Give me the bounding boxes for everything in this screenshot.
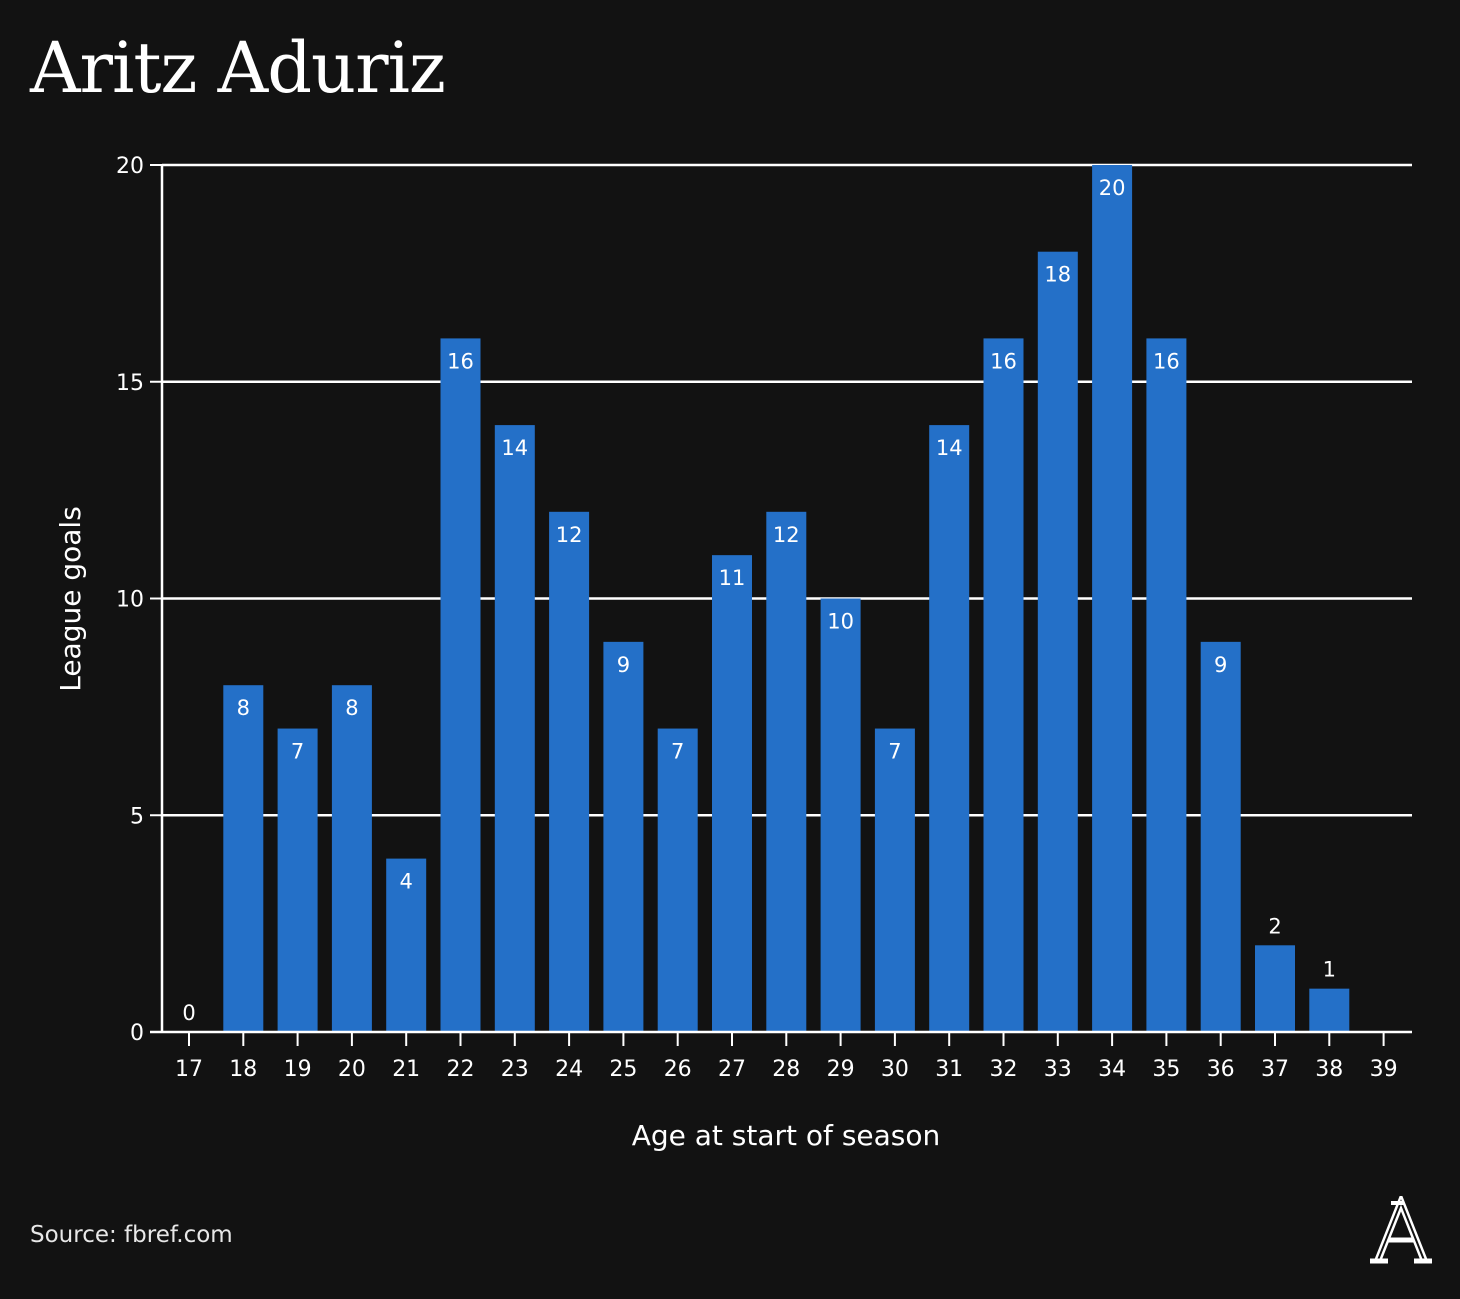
x-tick-labels: 17 18 19 20 21 22 23 24 25 26 27 28 29 30 31 32 33 34 35 36… [175,1057,1398,1082]
bar-value-label: 0 [182,1001,195,1025]
x-tick-label: 39 [1370,1057,1398,1082]
bar-value-label: 16 [1153,349,1180,373]
bar [929,425,970,1033]
bar-value-label: 7 [291,740,304,764]
bar-value-label: 14 [936,436,963,460]
x-tick-label: 21 [392,1057,420,1082]
x-tick-label: 34 [1098,1057,1126,1082]
x-tick-label: 32 [990,1057,1018,1082]
y-tick-labels: 0 5 10 15 20 [116,154,144,1046]
bars [223,165,1350,1033]
x-tick-label: 20 [338,1057,366,1082]
bar [657,728,698,1032]
x-tick-label: 33 [1044,1057,1072,1082]
bar [1092,165,1133,1032]
x-tick-label: 19 [284,1057,312,1082]
bar-value-label: 9 [1214,653,1227,677]
bar [1200,641,1241,1032]
x-tick-label: 30 [881,1057,909,1082]
bar [874,728,915,1032]
axes [150,164,1412,1046]
x-tick-label: 28 [772,1057,800,1082]
bar [440,338,481,1032]
x-tick-label: 36 [1207,1057,1235,1082]
bar [603,641,644,1032]
bar-value-label: 8 [345,696,358,720]
bar [331,685,372,1032]
source-note: Source: fbref.com [30,1222,233,1248]
bar-value-label: 2 [1268,914,1281,938]
y-tick-label: 0 [130,1021,144,1046]
bar-value-label: 11 [719,566,746,590]
y-tick-label: 10 [116,588,144,613]
bar-value-label: 7 [671,740,684,764]
bar-value-label: 10 [827,610,854,634]
bar [494,425,535,1033]
x-tick-label: 29 [827,1057,855,1082]
bar-value-label: 7 [888,740,901,764]
x-tick-label: 35 [1152,1057,1180,1082]
bar [712,555,752,1032]
chart-title: Aritz Aduriz [30,27,446,109]
bar [1037,251,1078,1032]
x-tick-label: 37 [1261,1057,1289,1082]
bar-value-label: 18 [1044,263,1071,287]
bar-value-label: 16 [990,349,1017,373]
x-tick-label: 25 [609,1057,637,1082]
x-tick-label: 26 [664,1057,692,1082]
x-tick-label: 31 [935,1057,963,1082]
y-tick-label: 5 [130,804,144,829]
bar [983,338,1024,1032]
bar-value-label: 9 [617,653,630,677]
x-tick-label: 23 [501,1057,529,1082]
athletic-logo-icon [1370,1196,1432,1264]
bar [549,511,590,1032]
bar [1255,945,1295,1032]
bar-value-label: 12 [773,523,800,547]
x-axis-title: Age at start of season [632,1119,941,1152]
x-tick-label: 24 [555,1057,583,1082]
y-tick-label: 15 [116,371,144,396]
bar-value-label: 12 [556,523,583,547]
bar [766,511,807,1032]
bar [1309,988,1350,1032]
bar [386,858,427,1032]
bar-value-labels: 0 8 7 8 4 16 14 12 9 7 11 12 10 7 14 16 18 20 16 9 2 1 [182,176,1336,1025]
bar-value-label: 16 [447,349,474,373]
y-tick-label: 20 [116,154,144,179]
x-tick-label: 27 [718,1057,746,1082]
y-axis-title: League goals [54,506,87,692]
bar-value-label: 20 [1099,176,1126,200]
bar [1146,338,1187,1032]
bar [820,598,861,1032]
x-tick-label: 22 [447,1057,475,1082]
x-tick-label: 38 [1315,1057,1343,1082]
bar-value-label: 8 [237,696,250,720]
bar-value-label: 4 [400,870,413,894]
bar-value-label: 1 [1323,958,1336,982]
x-tick-label: 17 [175,1057,203,1082]
x-tick-label: 18 [229,1057,257,1082]
bar [277,728,318,1032]
bar [223,685,264,1032]
bar-value-label: 14 [501,436,528,460]
